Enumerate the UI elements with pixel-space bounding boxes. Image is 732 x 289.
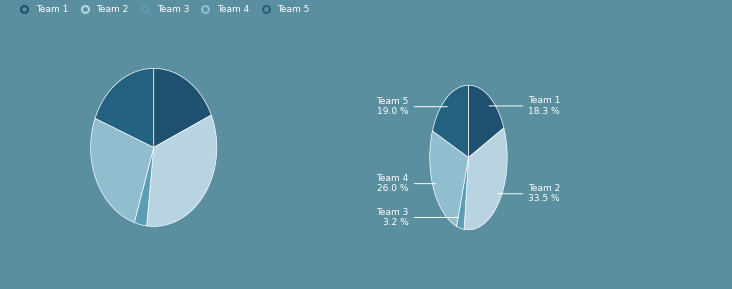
Polygon shape xyxy=(468,85,504,158)
Polygon shape xyxy=(95,68,154,147)
Text: Team 4
26.0 %: Team 4 26.0 % xyxy=(376,174,436,193)
Polygon shape xyxy=(464,128,507,230)
Polygon shape xyxy=(134,147,154,226)
Polygon shape xyxy=(430,131,468,226)
Text: Team 2
33.5 %: Team 2 33.5 % xyxy=(498,184,561,203)
Polygon shape xyxy=(433,85,468,158)
Polygon shape xyxy=(154,68,212,147)
Legend: Team 1, Team 2, Team 3, Team 4, Team 5: Team 1, Team 2, Team 3, Team 4, Team 5 xyxy=(12,2,313,18)
Polygon shape xyxy=(146,115,217,226)
Text: Team 1
18.3 %: Team 1 18.3 % xyxy=(489,96,561,116)
Text: Team 5
19.0 %: Team 5 19.0 % xyxy=(376,97,447,116)
Polygon shape xyxy=(457,158,468,229)
Text: Team 3
3.2 %: Team 3 3.2 % xyxy=(376,208,459,227)
Polygon shape xyxy=(91,118,154,223)
